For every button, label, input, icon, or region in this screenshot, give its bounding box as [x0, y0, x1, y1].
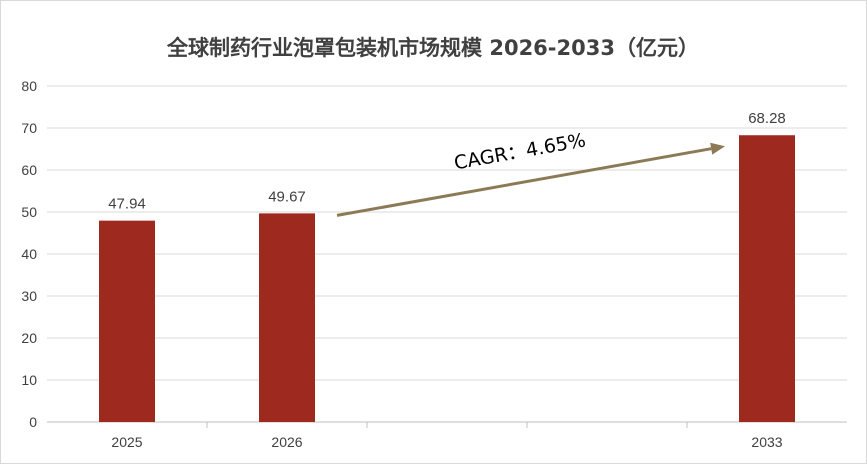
cagr-label: CAGR：4.65% — [452, 129, 587, 174]
bar-2025 — [99, 220, 155, 422]
y-tick-label-50: 50 — [21, 204, 37, 220]
data-label-2033: 68.28 — [748, 110, 786, 127]
bars — [99, 135, 795, 422]
y-tick-label-10: 10 — [21, 372, 37, 388]
x-tick-label-2025: 2025 — [111, 434, 142, 450]
chart-title: 全球制药行业泡罩包装机市场规模 2026-2033（亿元） — [166, 36, 699, 60]
data-label-2025: 47.94 — [108, 196, 146, 213]
gridlines — [47, 85, 847, 428]
y-axis-tick-labels: 0 10 20 30 40 50 60 70 80 — [21, 78, 37, 430]
y-tick-label-20: 20 — [21, 330, 37, 346]
y-tick-label-30: 30 — [21, 288, 37, 304]
x-axis-tick-labels: 2025 2026 2033 — [111, 434, 782, 450]
bar-2026 — [259, 213, 315, 422]
x-tick-label-2033: 2033 — [751, 434, 782, 450]
y-tick-label-40: 40 — [21, 246, 37, 262]
data-label-2026: 49.67 — [268, 188, 306, 205]
y-tick-label-60: 60 — [21, 162, 37, 178]
cagr-annotation: CAGR：4.65% — [336, 129, 725, 217]
y-tick-label-80: 80 — [21, 78, 37, 94]
bar-2033 — [739, 135, 795, 422]
data-labels: 47.94 49.67 68.28 — [108, 110, 786, 212]
y-tick-label-0: 0 — [29, 414, 37, 430]
y-tick-label-70: 70 — [21, 120, 37, 136]
cagr-arrow-line — [336, 147, 712, 217]
cagr-arrow-head — [710, 142, 725, 155]
x-tick-label-2026: 2026 — [271, 434, 302, 450]
